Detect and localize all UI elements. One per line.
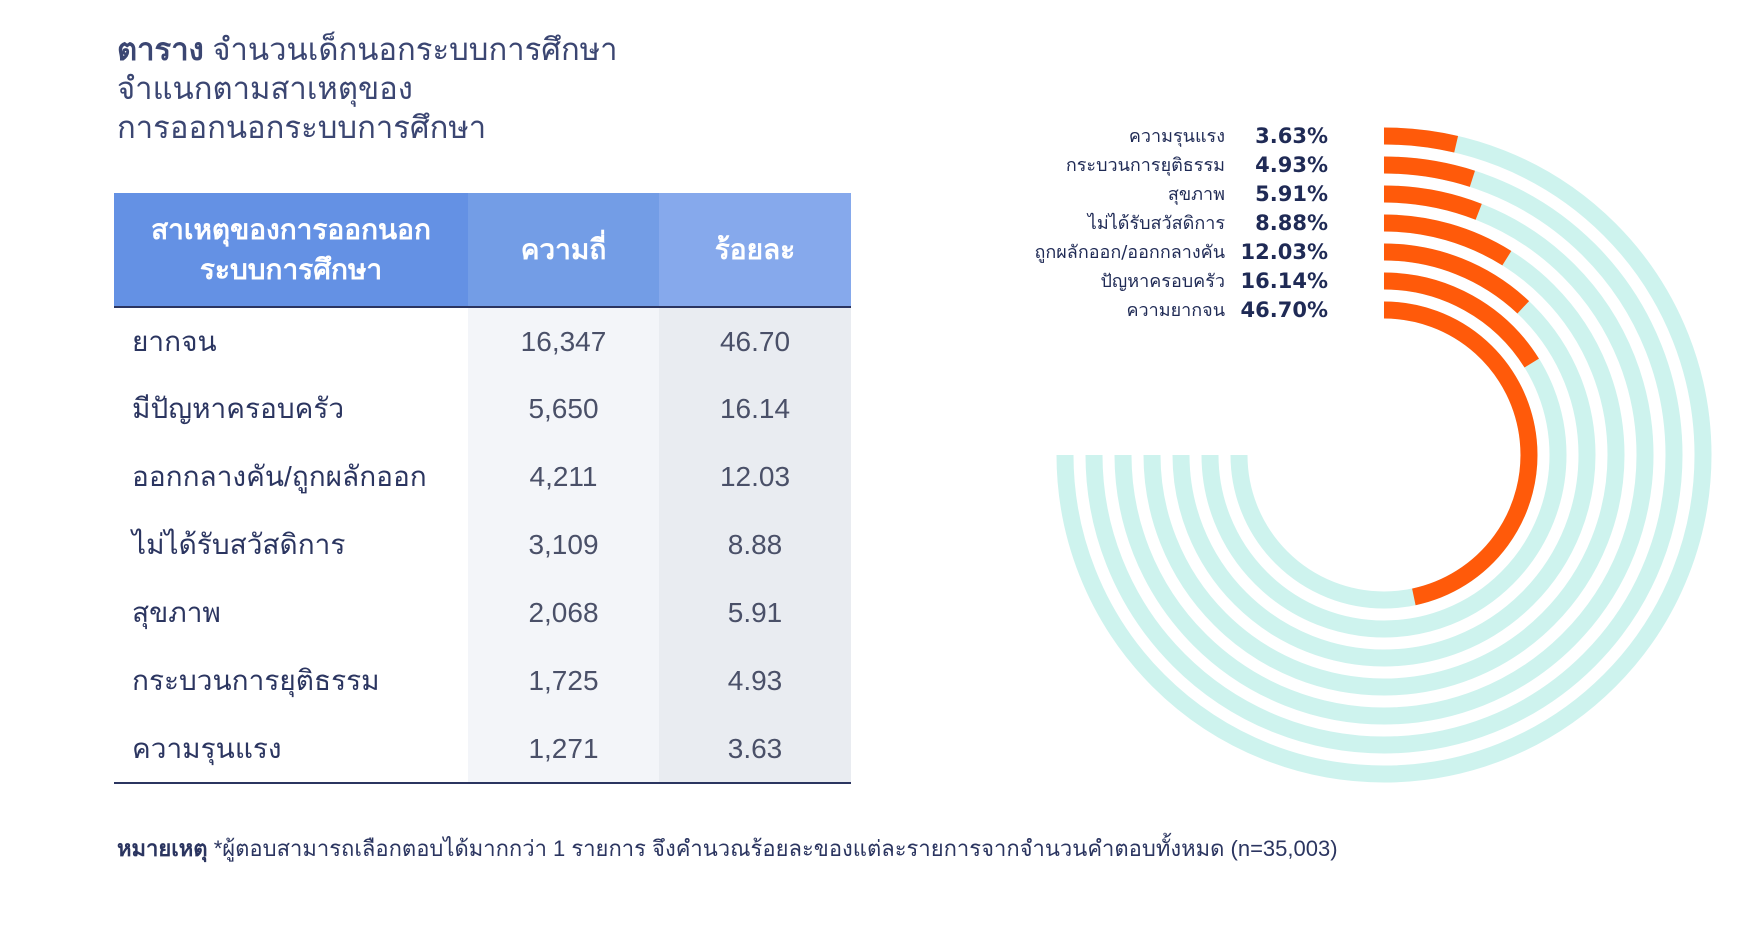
table-row: สุขภาพ 2,068 5.91 [114, 579, 851, 647]
track-ring [1114, 185, 1654, 725]
footnote-label: หมายเหตุ [117, 836, 208, 861]
title-line2: จำแนกตามสาเหตุของ [117, 71, 413, 106]
cell-reason: ยากจน [114, 307, 468, 375]
cell-percent: 3.63 [659, 715, 851, 784]
value-label: 5.91% [1255, 182, 1328, 206]
cell-frequency: 1,725 [468, 647, 659, 715]
value-label: 4.93% [1255, 153, 1328, 177]
value-label: 16.14% [1241, 269, 1328, 293]
title-bold: ตาราง [117, 32, 204, 67]
table-row: ออกกลางคัน/ถูกผลักออก 4,211 12.03 [114, 443, 851, 511]
table-row: ยากจน 16,347 46.70 [114, 307, 851, 375]
category-label: ถูกผลักออก/ออกกลางคัน [1034, 242, 1225, 263]
table-header-row: สาเหตุของการออกนอกระบบการศึกษา ความถี่ ร… [114, 193, 851, 308]
cell-reason: มีปัญหาครอบครัว [114, 375, 468, 443]
category-label: ไม่ได้รับสวัสดิการ [1086, 212, 1226, 234]
header-reason: สาเหตุของการออกนอกระบบการศึกษา [114, 193, 468, 308]
cell-percent: 8.88 [659, 511, 851, 579]
bar-4 [1383, 214, 1512, 266]
bar-6 [1383, 272, 1539, 368]
cell-frequency: 3,109 [468, 511, 659, 579]
bar-7 [1383, 301, 1538, 606]
cell-percent: 16.14 [659, 375, 851, 443]
table-row: ไม่ได้รับสวัสดิการ 3,109 8.88 [114, 511, 851, 579]
cell-frequency: 1,271 [468, 715, 659, 784]
cell-frequency: 16,347 [468, 307, 659, 375]
data-table: สาเหตุของการออกนอกระบบการศึกษา ความถี่ ร… [114, 193, 851, 784]
category-label: สุขภาพ [1168, 184, 1225, 205]
footnote: หมายเหตุ *ผู้ตอบสามารถเลือกตอบได้มากกว่า… [117, 831, 1617, 866]
track-ring [1143, 214, 1625, 696]
cell-percent: 5.91 [659, 579, 851, 647]
bar-2 [1383, 156, 1475, 187]
value-label: 3.63% [1255, 124, 1328, 148]
header-frequency: ความถี่ [468, 193, 659, 308]
header-percent: ร้อยละ [659, 193, 851, 308]
cell-percent: 4.93 [659, 647, 851, 715]
cell-reason: ความรุนแรง [114, 715, 468, 784]
cell-percent: 46.70 [659, 307, 851, 375]
value-label: 46.70% [1241, 298, 1328, 322]
bar-1 [1383, 127, 1459, 153]
table-row: ความรุนแรง 1,271 3.63 [114, 715, 851, 784]
bar-5 [1383, 243, 1530, 314]
cell-frequency: 5,650 [468, 375, 659, 443]
cell-percent: 12.03 [659, 443, 851, 511]
footnote-text: *ผู้ตอบสามารถเลือกตอบได้มากกว่า 1 รายการ… [213, 836, 1338, 861]
bar-3 [1383, 185, 1482, 220]
category-label: กระบวนการยุติธรรม [1066, 155, 1225, 176]
cell-reason: กระบวนการยุติธรรม [114, 647, 468, 715]
category-label: ความรุนแรง [1129, 126, 1225, 147]
cell-reason: สุขภาพ [114, 579, 468, 647]
category-label: ความยากจน [1126, 300, 1225, 321]
table-row: กระบวนการยุติธรรม 1,725 4.93 [114, 647, 851, 715]
cell-reason: ไม่ได้รับสวัสดิการ [114, 511, 468, 579]
category-label: ปัญหาครอบครัว [1101, 271, 1226, 292]
page-title: ตาราง จำนวนเด็กนอกระบบการศึกษา จำแนกตามส… [117, 30, 757, 147]
title-line3: การออกนอกระบบการศึกษา [117, 110, 487, 145]
value-label: 8.88% [1255, 211, 1328, 235]
track-ring [1056, 127, 1712, 783]
track-ring [1085, 156, 1683, 754]
cell-frequency: 4,211 [468, 443, 659, 511]
cell-frequency: 2,068 [468, 579, 659, 647]
table-row: มีปัญหาครอบครัว 5,650 16.14 [114, 375, 851, 443]
title-line1: จำนวนเด็กนอกระบบการศึกษา [212, 32, 618, 67]
cell-reason: ออกกลางคัน/ถูกผลักออก [114, 443, 468, 511]
value-label: 12.03% [1241, 240, 1328, 264]
